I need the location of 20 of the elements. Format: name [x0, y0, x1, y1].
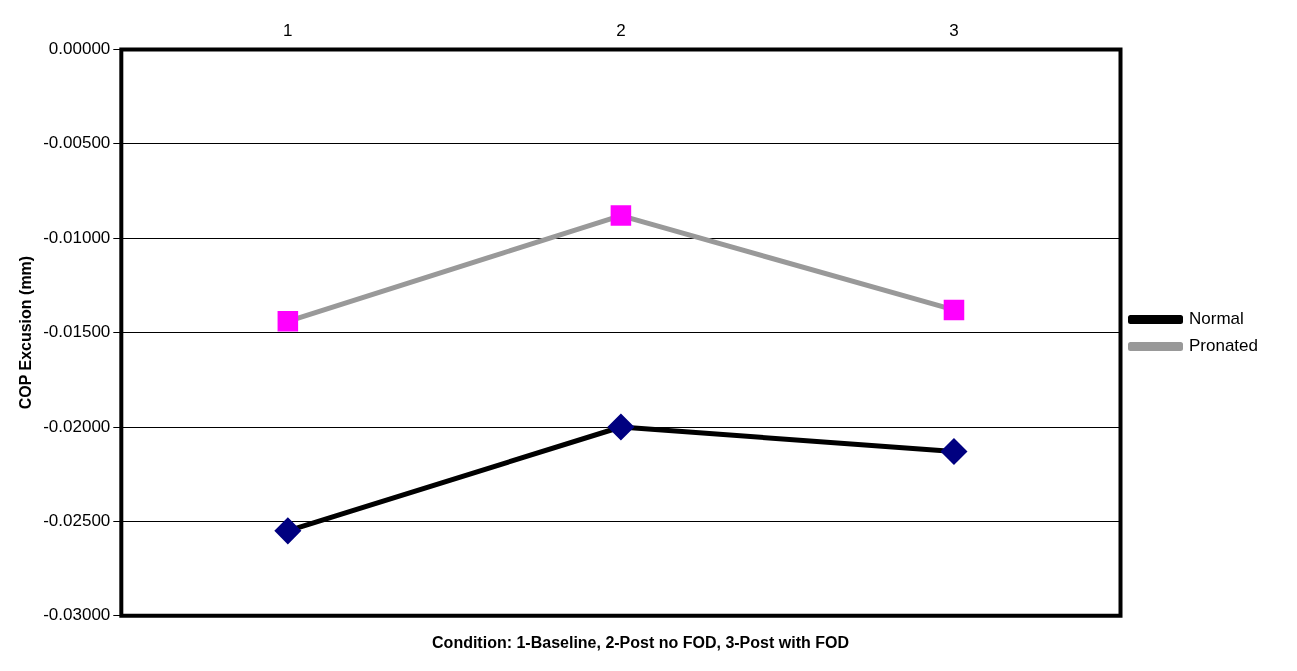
point — [943, 299, 965, 321]
point — [941, 439, 967, 465]
point — [275, 518, 301, 544]
y-tick-label: -0.00500 — [43, 133, 111, 153]
y-tick-label: -0.01000 — [43, 227, 111, 247]
y-tick-label: -0.01500 — [43, 322, 111, 342]
y-tick-label: -0.02000 — [43, 416, 111, 436]
point — [610, 205, 632, 226]
legend-label: Normal — [1189, 309, 1244, 329]
y-tick-label: -0.03000 — [43, 605, 111, 625]
point — [277, 310, 299, 332]
x-tick-label: 3 — [949, 20, 959, 40]
y-tick-label: -0.02500 — [43, 511, 111, 531]
point — [608, 414, 634, 440]
x-axis-title: Condition: 1-Baseline, 2-Post no FOD, 3-Post with FOD — [432, 633, 849, 651]
y-tick-label: 0.00000 — [48, 39, 111, 59]
legend-label: Pronated — [1189, 336, 1258, 356]
y-axis-title: COP Excusion (mm) — [17, 255, 35, 410]
x-tick-label: 2 — [616, 20, 626, 40]
x-tick-label: 1 — [283, 20, 293, 40]
